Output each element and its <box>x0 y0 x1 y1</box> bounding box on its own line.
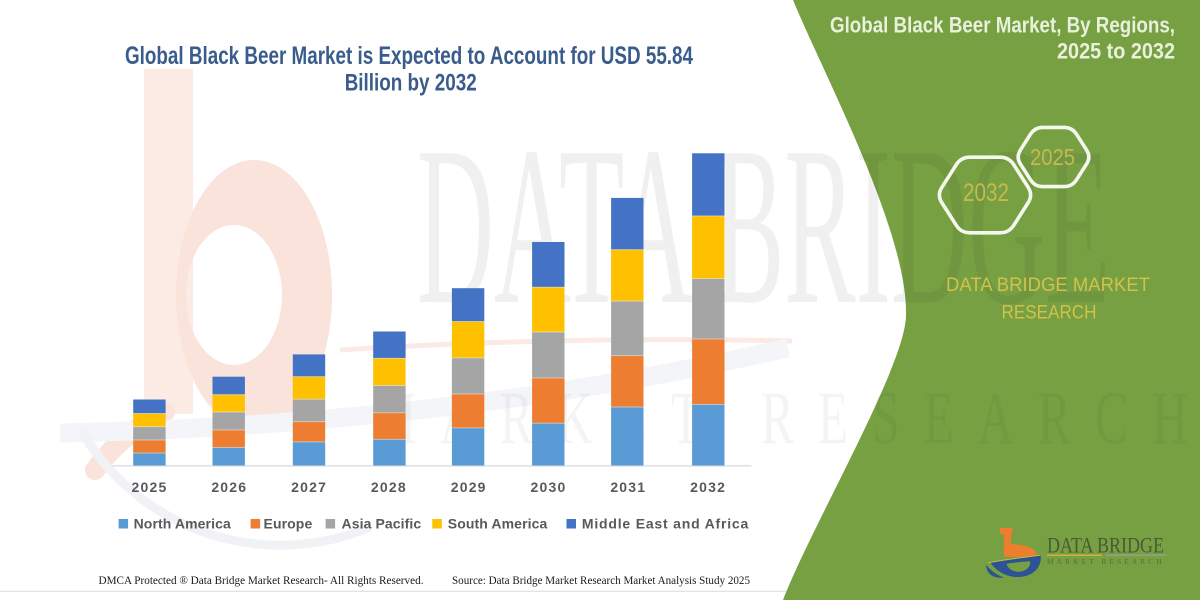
svg-text:2032: 2032 <box>963 179 1009 207</box>
svg-text:North America: North America <box>134 516 231 532</box>
svg-text:DATA BRIDGE MARKET: DATA BRIDGE MARKET <box>946 275 1150 296</box>
svg-text:Europe: Europe <box>264 516 313 532</box>
svg-text:2025: 2025 <box>1030 144 1075 170</box>
svg-text:DATA BRIDGE: DATA BRIDGE <box>1047 533 1164 558</box>
svg-text:Global Black Beer Market, By R: Global Black Beer Market, By Regions, <box>830 13 1175 38</box>
svg-text:South America: South America <box>448 516 548 532</box>
svg-text:Global Black Beer Market is Ex: Global Black Beer Market is Expected to … <box>125 42 693 70</box>
svg-text:2026: 2026 <box>211 479 247 495</box>
svg-text:Asia Pacific: Asia Pacific <box>342 516 422 532</box>
svg-text:2030: 2030 <box>531 479 567 495</box>
svg-text:DMCA Protected ® Data Bridge M: DMCA Protected ® Data Bridge Market Rese… <box>99 575 424 587</box>
svg-text:Billion by 2032: Billion by 2032 <box>345 70 477 97</box>
svg-text:2031: 2031 <box>610 479 646 495</box>
svg-text:2028: 2028 <box>371 479 407 495</box>
svg-text:2032: 2032 <box>690 479 726 495</box>
svg-text:Middle East and Africa: Middle East and Africa <box>582 516 749 532</box>
svg-text:2025 to 2032: 2025 to 2032 <box>1057 38 1175 63</box>
svg-text:MARKET RESEARCH: MARKET RESEARCH <box>372 376 1188 460</box>
svg-text:2029: 2029 <box>451 479 487 495</box>
svg-text:2025: 2025 <box>132 479 168 495</box>
svg-text:2027: 2027 <box>291 479 327 495</box>
svg-text:RESEARCH: RESEARCH <box>1002 303 1097 324</box>
svg-text:MARKET RESEARCH: MARKET RESEARCH <box>1047 557 1165 566</box>
svg-text:Source: Data Bridge Market Res: Source: Data Bridge Market Research Mark… <box>452 575 750 587</box>
